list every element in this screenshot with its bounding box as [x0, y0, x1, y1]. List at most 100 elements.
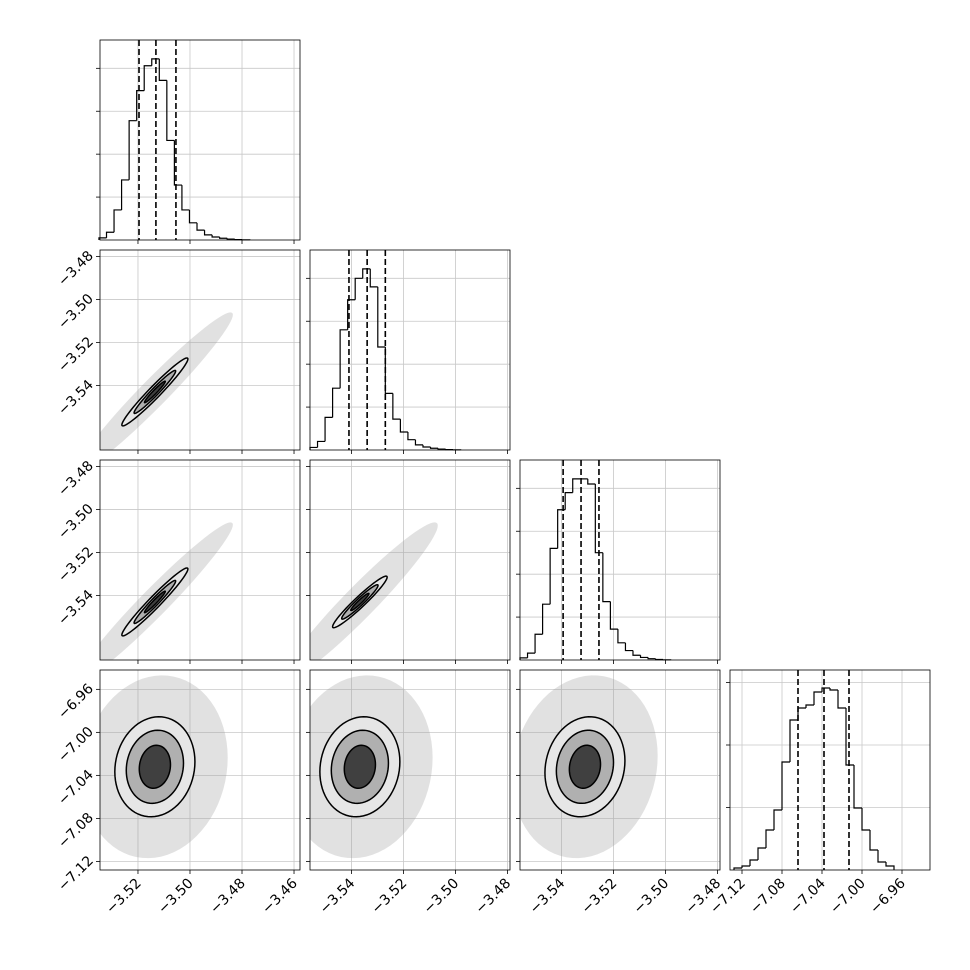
hist-bin: [602, 552, 611, 603]
hist-bin: [594, 484, 603, 554]
hist-bin: [534, 633, 543, 654]
hist-bin: [422, 444, 431, 448]
scatter-panel: [96, 459, 301, 664]
contour: [350, 592, 370, 612]
density: [310, 522, 438, 660]
hist-bin: [541, 603, 551, 635]
scatter-panel: [96, 249, 301, 454]
contour: [138, 744, 172, 790]
hist-bin: [324, 416, 333, 442]
hist-bin: [526, 652, 536, 658]
hist-bin: [226, 238, 235, 240]
hist-bin: [749, 859, 758, 866]
hist-bin: [632, 650, 641, 656]
hist-bin: [617, 629, 626, 644]
panel-frame: [99, 669, 301, 871]
density: [100, 675, 228, 859]
hist-bin: [392, 393, 401, 420]
hist-bin: [564, 492, 573, 510]
panel-frame: [309, 249, 511, 451]
hist-bin: [829, 688, 838, 691]
scatter-panel: [306, 669, 511, 874]
hist-bin: [219, 236, 228, 239]
panel-frame: [309, 459, 511, 661]
x-tick-label: −7.04: [787, 875, 829, 917]
x-tick-label: −3.50: [155, 876, 197, 918]
hist-bin: [196, 222, 205, 231]
hist-bin: [369, 268, 378, 288]
hist-bin: [549, 547, 558, 605]
contour: [568, 744, 602, 790]
hist-bin: [797, 707, 806, 720]
panel-frame: [99, 39, 301, 241]
hist-bin: [331, 387, 341, 418]
density: [100, 312, 233, 450]
x-tick-label: −7.00: [827, 876, 869, 918]
x-tick-label: −3.52: [369, 876, 411, 918]
y-tick-label: −7.08: [55, 810, 97, 852]
hist-bin: [733, 867, 742, 870]
y-tick-label: −3.48: [55, 248, 97, 290]
hist-bin: [151, 58, 160, 66]
y-tick-label: −3.52: [55, 544, 97, 586]
hist-bin: [845, 708, 854, 766]
hist-bin: [587, 478, 596, 485]
density: [520, 675, 658, 859]
x-tick-label: −6.96: [867, 875, 909, 917]
x-tick-label: −3.54: [527, 875, 569, 917]
hist-bin: [188, 209, 198, 224]
contour: [343, 744, 377, 790]
hist-bin: [128, 120, 137, 180]
hist-bin: [105, 231, 115, 238]
panel-frame: [309, 669, 511, 871]
y-tick-label: −6.96: [55, 681, 97, 723]
hist-bin: [211, 234, 220, 238]
hist-bin: [647, 657, 656, 660]
panel-frame: [519, 459, 721, 661]
panel-frame: [99, 459, 301, 661]
scatter-panel: [306, 459, 511, 664]
hist-bin: [813, 691, 822, 705]
x-tick-label: −3.50: [631, 876, 673, 918]
hist-bin: [384, 346, 393, 394]
hist-bin: [821, 687, 830, 692]
x-tick-label: −3.52: [579, 876, 621, 918]
hist-bin: [773, 809, 782, 830]
hist-bin: [757, 847, 766, 860]
panel-frame: [99, 249, 301, 451]
hist-bin: [407, 431, 416, 441]
hist-bin: [377, 286, 386, 348]
x-tick-label: −3.52: [103, 876, 145, 918]
hist-bin: [765, 829, 774, 848]
hist-bin: [781, 761, 790, 810]
hist-bin: [120, 179, 130, 210]
hist-bin: [399, 419, 408, 433]
hist-bin: [166, 80, 175, 142]
hist-bin: [414, 439, 423, 446]
y-tick-label: −3.50: [55, 501, 97, 543]
x-tick-label: −3.48: [207, 876, 249, 918]
y-tick-label: −3.52: [55, 334, 97, 376]
scatter-panel: [516, 669, 721, 874]
hist-bin: [624, 642, 633, 652]
x-tick-label: −3.50: [421, 876, 463, 918]
density: [100, 522, 233, 660]
hist-bin: [429, 446, 439, 449]
hist-bin: [877, 850, 886, 863]
hist-bin: [609, 601, 618, 630]
y-tick-label: −7.00: [55, 724, 97, 766]
hist-bin: [741, 865, 750, 868]
hist-bin: [789, 719, 798, 762]
contour: [143, 380, 167, 404]
y-tick-label: −3.54: [55, 587, 97, 629]
hist-bin: [885, 862, 895, 870]
hist-bin: [173, 140, 182, 186]
hist-bin: [639, 655, 649, 659]
hist-bin: [339, 329, 348, 389]
histogram-panel: [306, 249, 511, 454]
hist-bin: [572, 478, 581, 493]
panel-frame: [519, 669, 721, 871]
hist-bin: [837, 690, 846, 709]
histogram-panel: [96, 39, 301, 244]
